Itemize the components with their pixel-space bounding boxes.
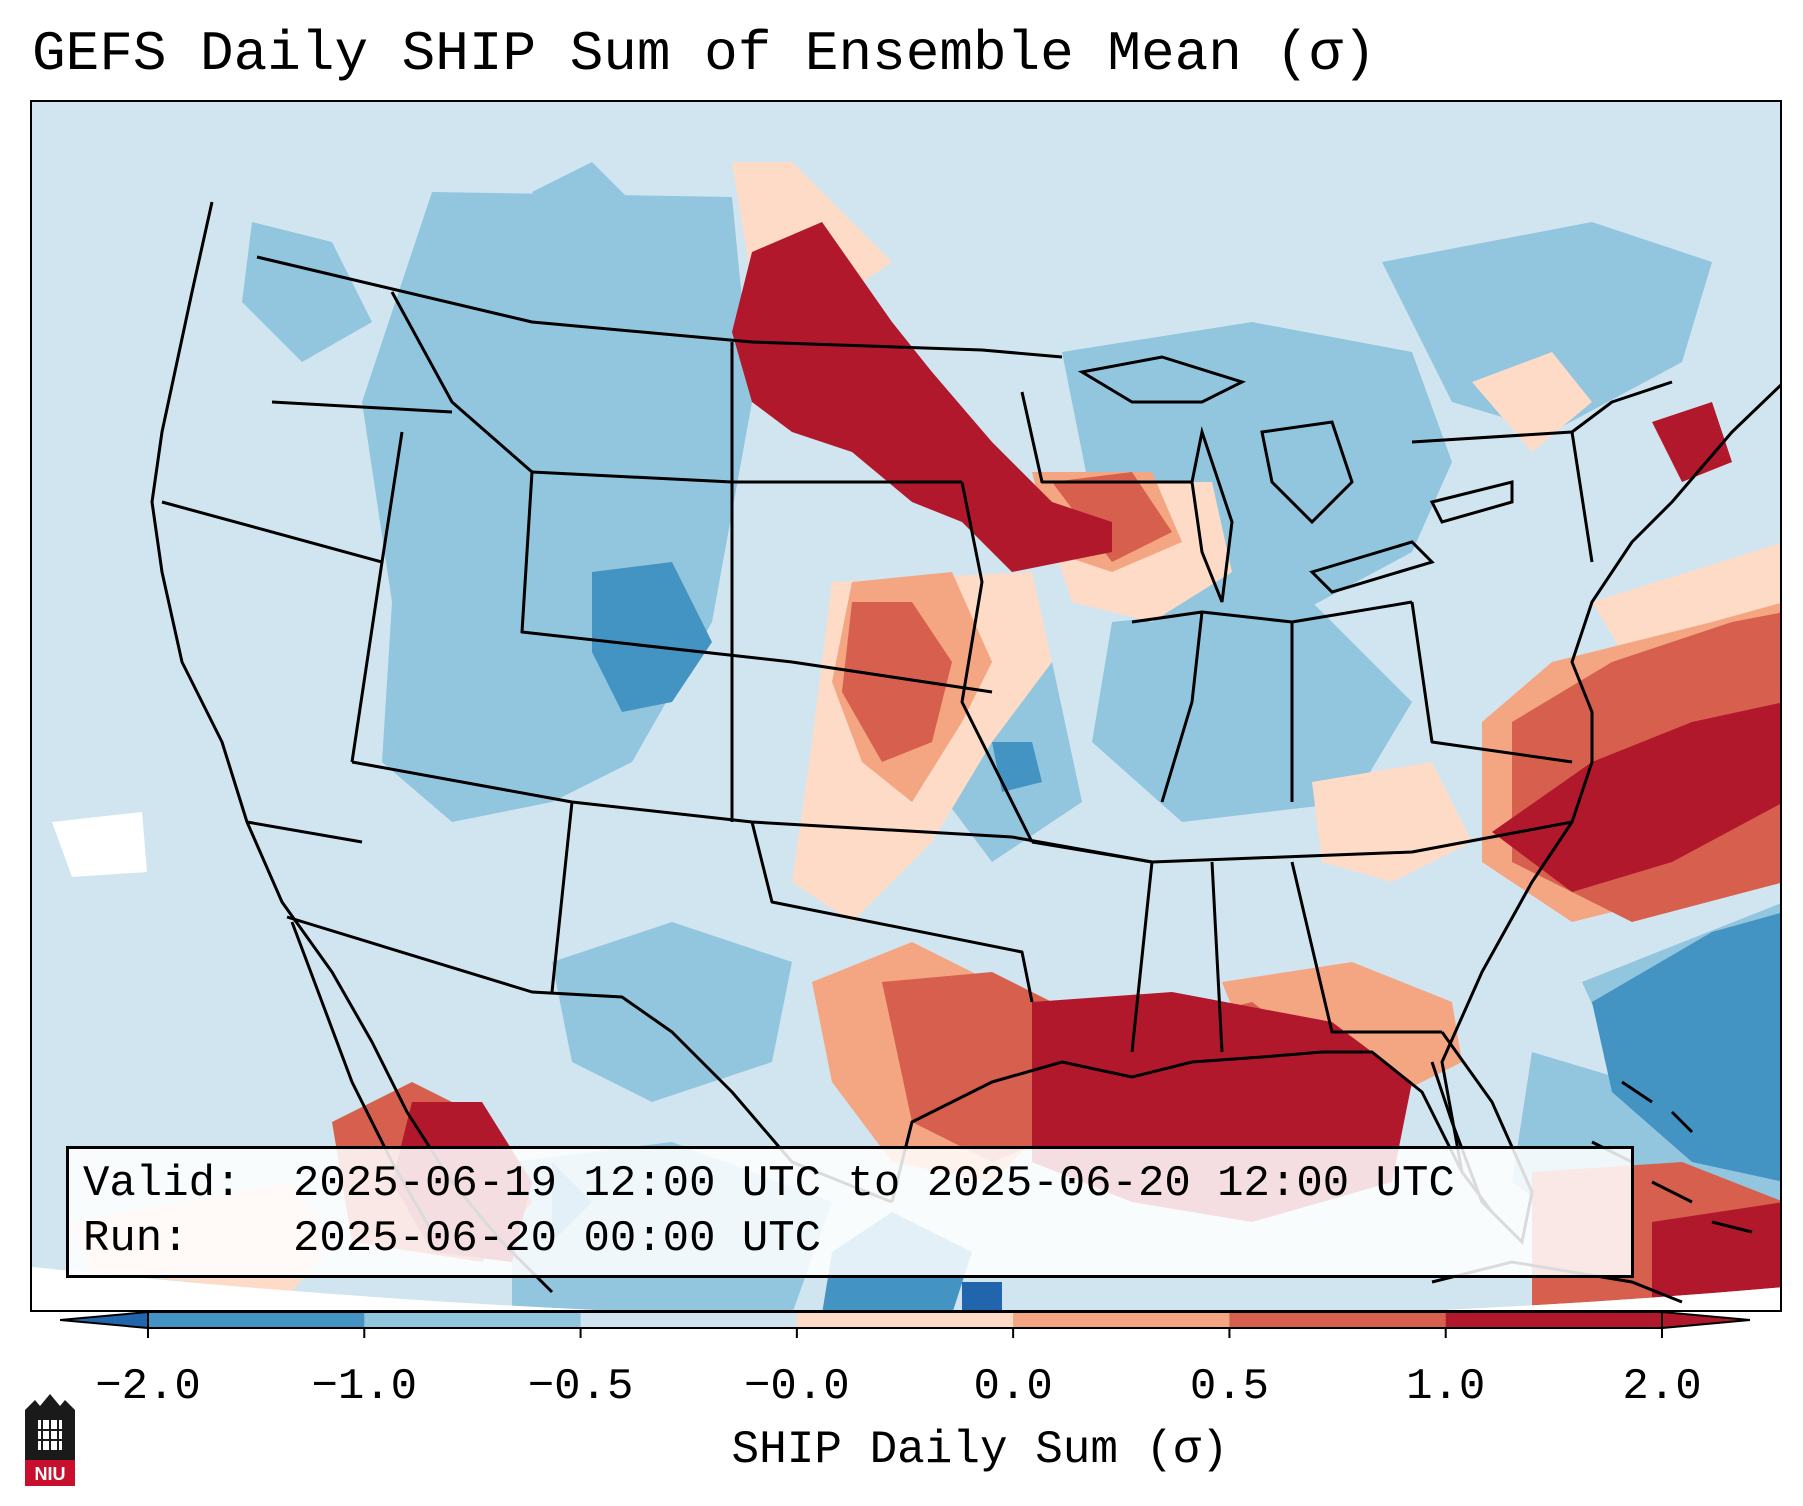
- colorbar: [60, 1312, 1750, 1338]
- svg-text:NIU: NIU: [35, 1464, 66, 1484]
- coastline-gulf: [890, 1050, 1494, 1213]
- valid-label: Valid:: [83, 1159, 242, 1209]
- colorbar-bin-0: [148, 1312, 365, 1328]
- colorbar-bin-6: [1445, 1312, 1663, 1328]
- field-darkest: [962, 1282, 1002, 1310]
- coastline-west: [150, 201, 409, 1113]
- colorbar-label: SHIP Daily Sum (σ): [731, 1424, 1229, 1476]
- colorbar-bin-2: [580, 1312, 798, 1328]
- run-label: Run:: [83, 1214, 189, 1264]
- run-value: 2025-06-20 00:00 UTC: [293, 1214, 822, 1264]
- valid-value: 2025-06-19 12:00 UTC to 2025-06-20 12:00…: [293, 1159, 1455, 1209]
- great-lakes: [1077, 355, 1514, 603]
- colorbar-tick-label: 2.0: [1622, 1362, 1702, 1412]
- colorbar-tick-label: 0.0: [973, 1362, 1053, 1412]
- map-canvas: [32, 102, 1780, 1310]
- border-canada: [256, 255, 1063, 359]
- colorbar-bin-4: [1013, 1312, 1230, 1328]
- colorbar-tick-label: 1.0: [1406, 1362, 1486, 1412]
- niu-logo: NIU: [25, 1394, 75, 1486]
- info-box: Valid: 2025-06-19 12:00 UTC to 2025-06-20…: [66, 1146, 1634, 1278]
- colorbar-tick-label: −0.0: [744, 1362, 850, 1412]
- colorbar-bin-3: [796, 1312, 1014, 1328]
- coastline-east: [1440, 383, 1780, 1173]
- colorbar-extend-max: [1661, 1312, 1750, 1330]
- colorbar-tick-label: −1.0: [311, 1362, 418, 1412]
- colorbar-bin-5: [1229, 1312, 1447, 1328]
- colorbar-tick-label: −0.5: [527, 1362, 634, 1412]
- colorbar-extend-min: [60, 1312, 149, 1330]
- chart-title: GEFS Daily SHIP Sum of Ensemble Mean (σ): [32, 22, 1377, 86]
- state-boundaries: [150, 201, 1780, 1213]
- colorbar-bin-1: [364, 1312, 582, 1328]
- colorbar-tick-label: 0.5: [1189, 1362, 1270, 1412]
- field-missing: [52, 812, 147, 877]
- map-panel[interactable]: [30, 100, 1782, 1312]
- colorbar-tick-label: −2.0: [95, 1362, 201, 1412]
